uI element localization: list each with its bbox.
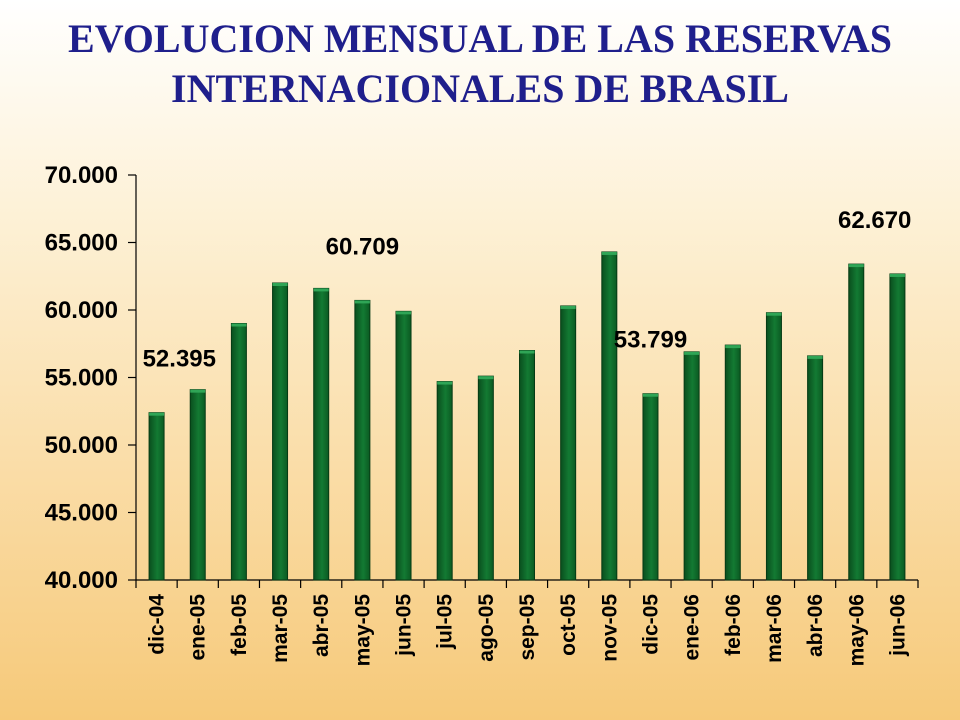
x-tick-label: mar-05 xyxy=(269,594,292,663)
data-label: 52.395 xyxy=(143,346,216,373)
bar-top xyxy=(601,251,617,255)
y-tick-label: 65.000 xyxy=(45,230,118,257)
x-tick-label: jun-06 xyxy=(886,594,909,657)
bar xyxy=(848,263,865,581)
bar-top xyxy=(149,412,165,416)
x-tick-label: ago-05 xyxy=(475,594,498,662)
x-tick-label: abr-06 xyxy=(804,594,827,657)
bar-top xyxy=(889,273,905,277)
bar-top xyxy=(272,283,288,286)
y-tick-label: 55.000 xyxy=(45,365,118,392)
bar-top xyxy=(231,323,247,327)
y-tick-label: 45.000 xyxy=(45,500,118,527)
x-tick-label: sep-05 xyxy=(516,594,539,661)
bar xyxy=(313,287,330,581)
bar xyxy=(436,381,453,581)
x-tick-label: mar-06 xyxy=(763,594,786,663)
chart-title: EVOLUCION MENSUAL DE LAS RESERVAS INTERN… xyxy=(68,16,892,111)
bar xyxy=(230,323,247,581)
bar-top xyxy=(725,345,741,349)
bar-top xyxy=(560,305,576,309)
x-tick-label: abr-05 xyxy=(310,594,333,657)
bar xyxy=(765,312,782,581)
bar-top xyxy=(684,351,700,355)
x-tick-label: dic-04 xyxy=(146,594,169,655)
bar xyxy=(395,310,412,581)
data-label: 60.709 xyxy=(326,233,399,260)
bar xyxy=(560,305,577,581)
bar xyxy=(272,282,289,581)
bar-top xyxy=(807,355,823,359)
bar xyxy=(601,251,618,581)
x-tick-label: feb-05 xyxy=(228,594,251,656)
x-tick-label: nov-05 xyxy=(598,594,621,662)
bar xyxy=(683,351,700,581)
data-label: 62.670 xyxy=(838,207,911,234)
bar xyxy=(148,412,165,581)
x-tick-label: feb-06 xyxy=(722,594,745,656)
bar-top xyxy=(354,300,370,304)
bar-top xyxy=(848,264,864,268)
bar xyxy=(724,344,741,581)
bar-top xyxy=(766,312,782,316)
bar-top xyxy=(313,288,329,292)
bar-top xyxy=(437,381,453,385)
y-tick-label: 70.000 xyxy=(45,162,118,189)
bar xyxy=(477,375,494,581)
x-tick-label: ene-05 xyxy=(187,594,210,661)
bar xyxy=(807,355,824,581)
bar xyxy=(189,389,206,581)
x-tick-label: ene-06 xyxy=(681,594,704,661)
bar xyxy=(354,299,371,581)
bar-top xyxy=(396,311,412,315)
bar-top xyxy=(519,350,535,354)
bar-top xyxy=(642,393,658,397)
x-tick-label: jun-05 xyxy=(393,594,416,657)
x-tick-label: dic-05 xyxy=(639,594,662,655)
y-tick-label: 60.000 xyxy=(45,297,118,324)
data-label: 53.799 xyxy=(614,327,687,354)
x-tick-label: may-05 xyxy=(351,594,374,667)
bar xyxy=(642,393,659,581)
bar xyxy=(519,350,535,581)
bar xyxy=(889,273,906,581)
y-tick-label: 50.000 xyxy=(45,432,118,459)
bar-top xyxy=(190,389,206,393)
bar-top xyxy=(478,376,494,380)
x-tick-label: jul-05 xyxy=(434,594,457,650)
x-tick-label: oct-05 xyxy=(557,594,580,656)
x-tick-label: may-06 xyxy=(845,594,868,666)
y-tick-label: 40.000 xyxy=(45,567,118,594)
